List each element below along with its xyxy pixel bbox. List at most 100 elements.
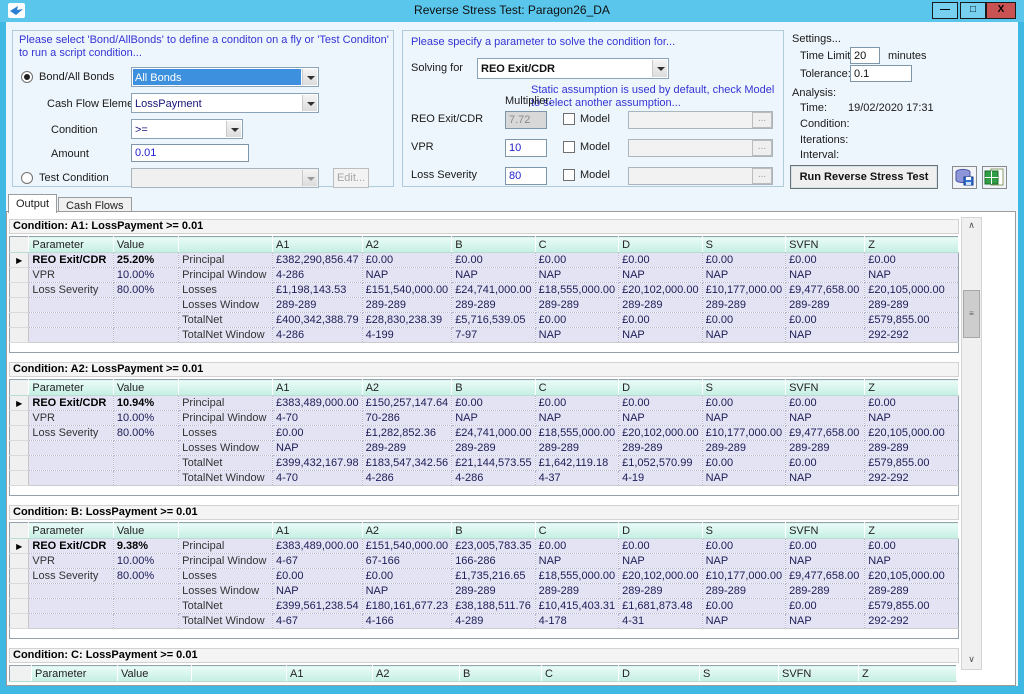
row-selector[interactable]: ▶ (9, 538, 30, 554)
cash-flow-element-select[interactable]: LossPayment (131, 93, 319, 113)
scroll-up-icon[interactable]: ∧ (962, 218, 981, 235)
row-selector[interactable] (9, 267, 30, 283)
row-selector[interactable] (9, 282, 30, 298)
bond-column-header: C (535, 236, 620, 253)
cell-value: 289-289 (451, 297, 536, 313)
model-checkbox[interactable] (563, 141, 575, 153)
column-header: Parameter (28, 522, 114, 539)
close-button[interactable]: X (986, 2, 1016, 19)
run-reverse-stress-test-button[interactable]: Run Reverse Stress Test (790, 165, 938, 189)
metric-label: Principal Window (178, 267, 273, 283)
cell-value: 4-286 (362, 470, 453, 486)
row-selector[interactable] (9, 455, 30, 471)
cell-value: £28,830,238.39 (362, 312, 453, 328)
dropdown-arrow-icon[interactable] (226, 121, 241, 137)
export-to-excel-button[interactable] (982, 166, 1007, 189)
cell-value: 289-289 (451, 440, 536, 456)
bond-column-header: S (702, 236, 787, 253)
bond-allbonds-radio[interactable] (21, 71, 33, 83)
cell-value: 292-292 (864, 327, 959, 343)
time-limit-input[interactable]: 20 (850, 47, 880, 64)
row-selector[interactable] (9, 312, 30, 328)
multiplier-input[interactable]: 80 (505, 167, 547, 185)
maximize-button[interactable]: □ (960, 2, 986, 19)
cell-value: £9,477,658.00 (785, 425, 866, 441)
tab-output[interactable]: Output (8, 194, 58, 213)
parameter-value (113, 297, 180, 313)
row-selector[interactable] (9, 583, 30, 599)
cell-value: £0.00 (451, 252, 536, 268)
row-selector[interactable] (9, 297, 30, 313)
amount-input[interactable]: 0.01 (131, 144, 249, 162)
model-checkbox[interactable] (563, 113, 575, 125)
solving-for-select[interactable]: REO Exit/CDR (477, 58, 669, 79)
test-condition-radio[interactable] (21, 172, 33, 184)
cell-value: £23,005,783.35 (451, 538, 536, 554)
row-selector[interactable] (9, 568, 30, 584)
row-selector[interactable] (9, 425, 30, 441)
scroll-thumb[interactable]: ≡ (963, 290, 980, 338)
tab-cash-flows[interactable]: Cash Flows (58, 197, 132, 214)
row-selector[interactable] (9, 598, 30, 614)
cell-value: 4-31 (618, 613, 703, 629)
vertical-scrollbar[interactable]: ∧ ≡ ∨ (961, 217, 982, 670)
excel-export-icon (984, 168, 1004, 186)
cell-value: £400,342,388.79 (272, 312, 363, 328)
cell-value: NAP (362, 267, 453, 283)
row-selector[interactable] (9, 470, 30, 486)
bond-column-header: B (451, 379, 536, 396)
model-checkbox[interactable] (563, 169, 575, 181)
condition-operator-select[interactable]: >= (131, 119, 243, 139)
row-selector[interactable] (9, 410, 30, 426)
output-tables: Condition: A1: LossPayment >= 0.01 Parame… (9, 219, 959, 685)
metric-label: TotalNet Window (178, 470, 273, 486)
parameter-value: 10.00% (113, 553, 180, 569)
bond-column-header: Z (858, 665, 957, 682)
multiplier-input[interactable]: 10 (505, 139, 547, 157)
cell-value: £0.00 (535, 538, 620, 554)
dropdown-arrow-icon[interactable] (302, 95, 317, 111)
tolerance-input[interactable]: 0.1 (850, 65, 912, 82)
cell-value: £399,432,167.98 (272, 455, 363, 471)
output-grid: Parameter Value A1 A2 B C D S SVFN Z ▶ REO Exit/CDR… (9, 379, 959, 496)
multiplier-input: 7.72 (505, 111, 547, 129)
cell-value: 289-289 (535, 297, 620, 313)
row-selector[interactable] (9, 553, 30, 569)
row-selector[interactable] (9, 440, 30, 456)
bond-select[interactable]: All Bonds (131, 67, 319, 87)
cell-value: £20,102,000.00 (618, 425, 703, 441)
cell-value: £0.00 (702, 252, 787, 268)
column-header (178, 236, 273, 253)
cell-value: £579,855.00 (864, 598, 959, 614)
cell-value: £0.00 (785, 395, 866, 411)
parameter-name (28, 613, 114, 629)
row-selector[interactable] (9, 613, 30, 629)
cell-value: NAP (618, 327, 703, 343)
minimize-button[interactable]: — (932, 2, 958, 19)
metric-label: TotalNet (178, 312, 273, 328)
cell-value: NAP (702, 613, 787, 629)
cell-value: £20,102,000.00 (618, 568, 703, 584)
row-selector[interactable] (9, 327, 30, 343)
solver-param-label: Loss Severity (411, 169, 478, 181)
grid-empty-row (9, 342, 959, 353)
scroll-down-icon[interactable]: ∨ (962, 652, 981, 669)
bond-column-header: A1 (272, 236, 363, 253)
column-header: Parameter (31, 665, 118, 682)
save-to-database-button[interactable] (952, 166, 977, 189)
row-selector[interactable]: ▶ (9, 395, 30, 411)
parameter-name (28, 598, 114, 614)
cell-value: 289-289 (702, 297, 787, 313)
cell-value: £1,052,570.99 (618, 455, 703, 471)
condition-block: Condition: A1: LossPayment >= 0.01 Parame… (9, 219, 959, 353)
row-selector[interactable]: ▶ (9, 252, 30, 268)
bond-select-value: All Bonds (133, 69, 301, 85)
app-icon[interactable] (8, 3, 25, 18)
dropdown-arrow-icon[interactable] (652, 60, 667, 77)
cell-value: NAP (535, 267, 620, 283)
test-condition-radio-label: Test Condition (39, 172, 109, 184)
condition-block: Condition: B: LossPayment >= 0.01 Paramet… (9, 505, 959, 639)
cell-value: 289-289 (362, 440, 453, 456)
dropdown-arrow-icon[interactable] (302, 69, 317, 85)
parameter-value (113, 440, 180, 456)
